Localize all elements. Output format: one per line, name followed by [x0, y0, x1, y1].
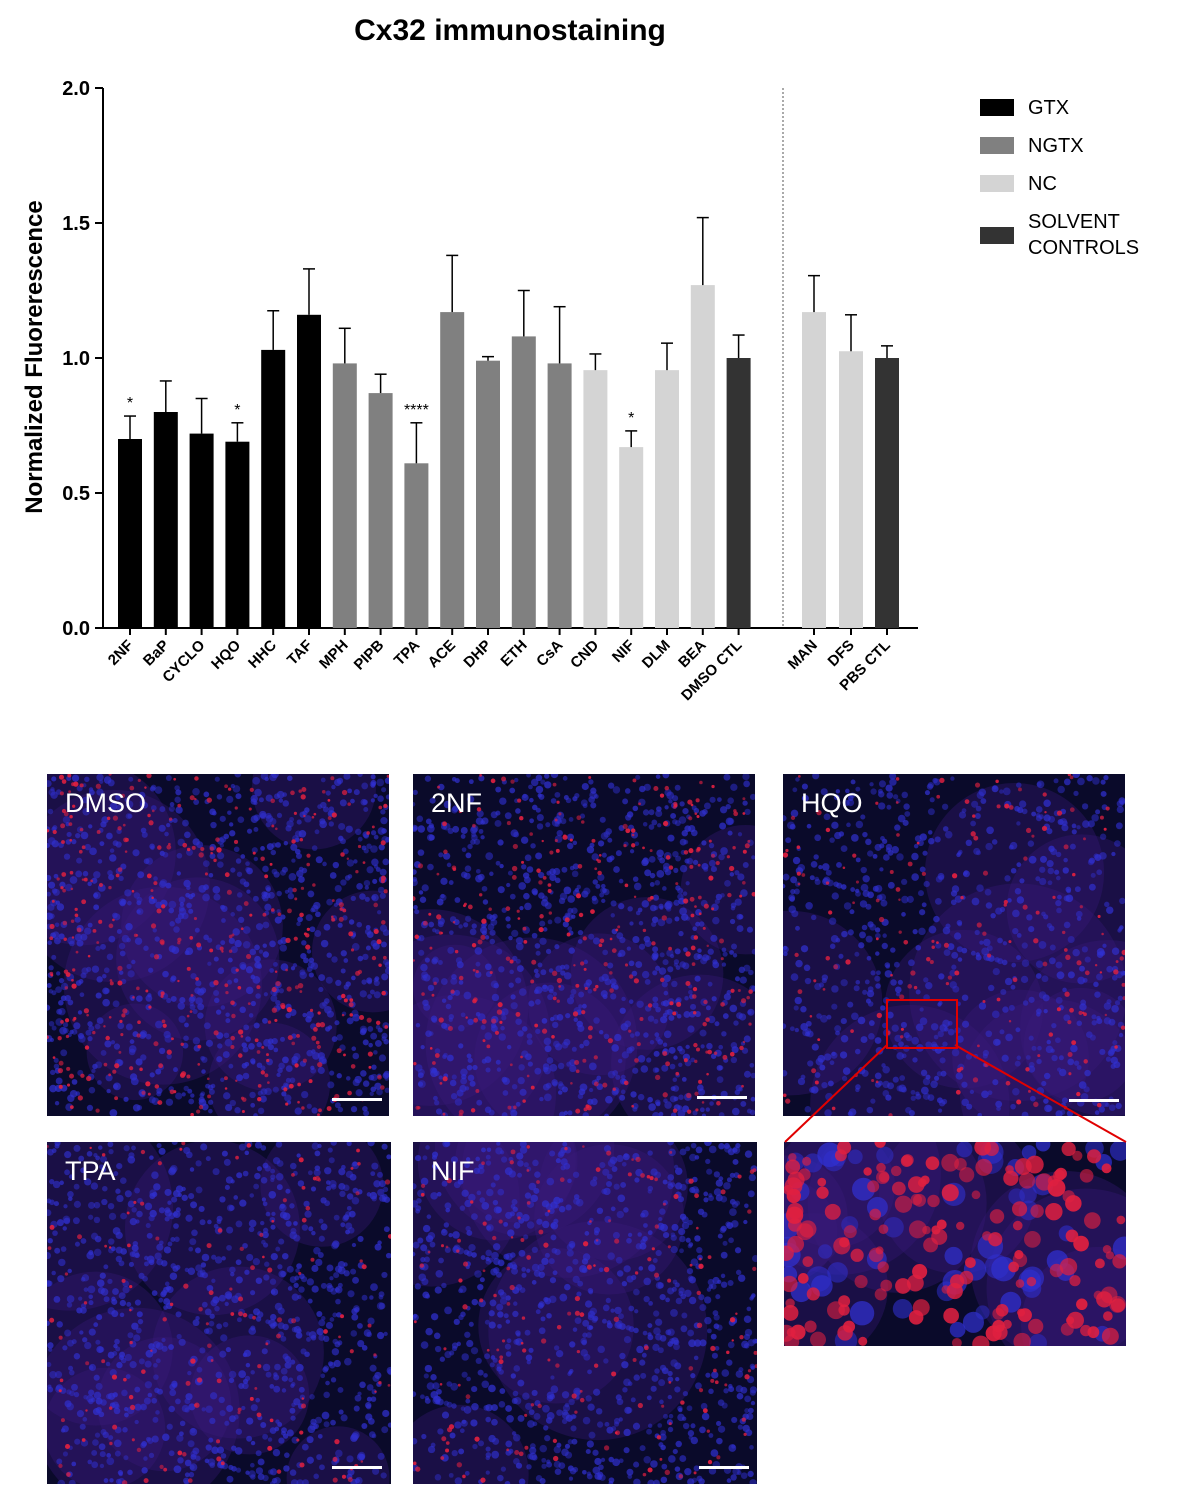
- bar-eth: [511, 336, 536, 628]
- significance-marker: *: [127, 395, 133, 412]
- bar-taf: [297, 314, 321, 628]
- y-tick-label: 0.5: [62, 483, 90, 505]
- x-tick-label: DHP: [460, 637, 494, 671]
- x-tick-label: PIPB: [351, 637, 388, 674]
- legend-label: NC: [1028, 173, 1057, 195]
- micrograph-label: 2NF: [431, 788, 483, 818]
- x-tick-label: NIF: [609, 637, 638, 666]
- significance-marker: ****: [404, 402, 429, 419]
- bar-pbs-ctl: [875, 358, 899, 628]
- bar-ace: [440, 312, 465, 628]
- micrograph-dmso-image: [47, 774, 389, 1116]
- bar-hhc: [261, 349, 286, 628]
- x-tick-label: CsA: [533, 637, 566, 670]
- micrograph-hqo-zoom: [784, 1142, 1126, 1346]
- x-tick-label: TPA: [391, 637, 424, 670]
- x-tick-label: HQO: [208, 637, 244, 673]
- y-tick-label: 1.0: [62, 348, 90, 370]
- x-tick-label: ETH: [497, 637, 530, 670]
- x-tick-label: DLM: [639, 637, 674, 672]
- micrograph-nif: NIF: [413, 1142, 757, 1484]
- x-tick-label: MPH: [316, 637, 352, 673]
- micrograph-label: HQO: [801, 788, 863, 818]
- x-tick-label: HHC: [245, 637, 280, 672]
- bars-group: * * **** *: [118, 216, 899, 635]
- zoom-region-box: [886, 999, 958, 1049]
- legend-swatch: [980, 175, 1014, 192]
- legend-label: GTX: [1028, 97, 1070, 119]
- micrograph-tpa: TPA: [47, 1142, 391, 1484]
- x-tick-label: MAN: [785, 637, 821, 673]
- legend-label: SOLVENT CONTROLS: [1028, 211, 1140, 259]
- significance-marker: *: [628, 410, 634, 427]
- micrograph-2nf-image: [413, 774, 755, 1116]
- scale-bar: [332, 1098, 382, 1101]
- bar-2nf: [118, 439, 142, 628]
- x-tick-label: CND: [567, 637, 602, 672]
- micrograph-nif-image: [413, 1142, 757, 1484]
- scale-bar: [1069, 1099, 1119, 1102]
- bar-pipb: [368, 393, 393, 628]
- bar-tpa: [404, 463, 429, 628]
- x-tick-label: 2NF: [105, 637, 137, 669]
- legend-label: NGTX: [1028, 135, 1084, 157]
- bar-bea: [690, 285, 715, 628]
- micrograph-label: TPA: [65, 1156, 116, 1186]
- y-tick-label: 2.0: [62, 78, 90, 100]
- bar-cnd: [583, 370, 608, 628]
- x-tick-label: TAF: [284, 637, 316, 669]
- micrograph-tpa-image: [47, 1142, 391, 1484]
- x-tick-label: ACE: [425, 637, 459, 671]
- micrograph-dmso: DMSO: [47, 774, 389, 1116]
- micrograph-label: NIF: [431, 1156, 475, 1186]
- legend-swatch: [980, 227, 1014, 244]
- micrograph-zoom-image: [784, 1142, 1126, 1346]
- y-tick-label: 0.0: [62, 618, 90, 640]
- scale-bar: [697, 1096, 747, 1099]
- y-tick-label: 1.5: [62, 213, 90, 235]
- micrograph-hqo-image: [783, 774, 1125, 1116]
- bar-man: [802, 312, 826, 628]
- bar-dmso-ctl: [726, 358, 751, 628]
- bar-dlm: [655, 370, 679, 628]
- bar-dhp: [476, 360, 500, 628]
- bar-nif: [619, 447, 644, 628]
- bar-mph: [332, 363, 357, 628]
- bar-bap: [153, 412, 178, 628]
- micrograph-2nf: 2NF: [413, 774, 755, 1116]
- bar-cyclo: [189, 433, 214, 628]
- legend-swatch: [980, 137, 1014, 154]
- micrograph-label: DMSO: [65, 788, 146, 818]
- scale-bar: [699, 1466, 749, 1469]
- bar-dfs: [839, 351, 863, 628]
- legend-swatch: [980, 99, 1014, 116]
- bar-csa: [547, 363, 572, 628]
- scale-bar: [332, 1466, 382, 1469]
- chart-title: Cx32 immunostaining: [354, 14, 666, 47]
- significance-marker: *: [234, 402, 240, 419]
- micrograph-hqo: HQO: [783, 774, 1125, 1116]
- y-axis-label: Normalized Fluorerescence: [21, 200, 48, 513]
- bar-hqo: [225, 441, 250, 628]
